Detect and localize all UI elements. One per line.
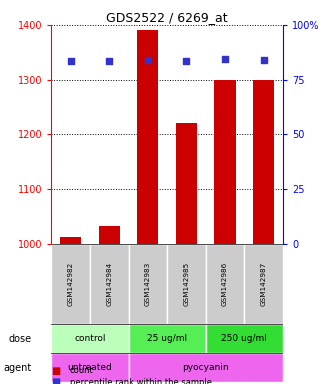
Point	[261, 57, 266, 63]
Text: count: count	[70, 366, 93, 375]
Title: GDS2522 / 6269_at: GDS2522 / 6269_at	[106, 11, 228, 24]
Text: 250 ug/ml: 250 ug/ml	[221, 334, 267, 343]
Point	[107, 58, 112, 64]
Text: GSM142984: GSM142984	[106, 262, 112, 306]
Bar	[60, 237, 81, 244]
Bar	[137, 30, 159, 244]
Text: percentile rank within the sample: percentile rank within the sample	[70, 377, 212, 384]
Bar	[253, 80, 274, 244]
Bar	[51, 324, 128, 353]
Text: GSM142983: GSM142983	[145, 262, 151, 306]
Text: GSM142985: GSM142985	[183, 262, 189, 306]
Text: pyocyanin: pyocyanin	[182, 363, 229, 372]
Bar	[99, 226, 120, 244]
Text: 25 ug/ml: 25 ug/ml	[147, 334, 187, 343]
Point	[184, 58, 189, 64]
Bar	[244, 244, 283, 324]
Text: GSM142987: GSM142987	[261, 262, 267, 306]
Point	[222, 56, 228, 62]
Text: ■: ■	[51, 377, 61, 384]
Point	[145, 57, 151, 63]
Bar	[128, 353, 283, 382]
Bar	[51, 244, 90, 324]
Bar	[206, 324, 283, 353]
Bar	[128, 244, 167, 324]
Bar	[128, 324, 206, 353]
Bar	[90, 244, 128, 324]
Point	[68, 58, 73, 64]
Bar	[176, 124, 197, 244]
Bar	[206, 244, 244, 324]
Text: ■: ■	[51, 366, 61, 376]
Bar	[51, 353, 128, 382]
Text: dose: dose	[9, 334, 32, 344]
Bar	[214, 80, 236, 244]
Bar	[167, 244, 206, 324]
Text: control: control	[74, 334, 106, 343]
Text: agent: agent	[4, 362, 32, 373]
Text: GSM142982: GSM142982	[68, 262, 73, 306]
Text: GSM142986: GSM142986	[222, 262, 228, 306]
Text: untreated: untreated	[68, 363, 112, 372]
